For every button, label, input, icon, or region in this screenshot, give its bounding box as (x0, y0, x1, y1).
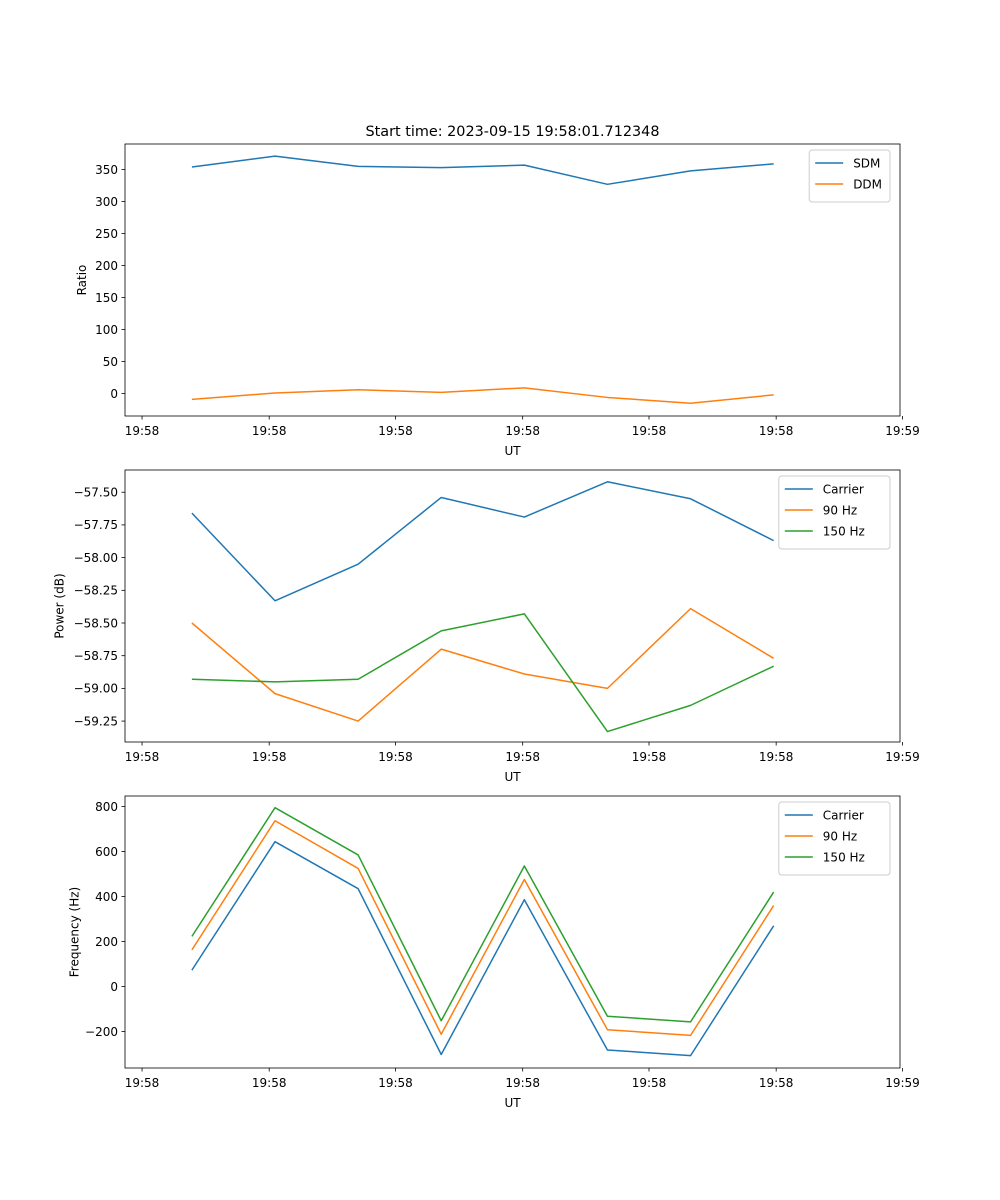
chart-panel-2: 19:58 19:58 19:58 19:58 19:58 19:58 19:59 −59.2… (53, 469, 920, 784)
series-line-90-hz (191, 820, 775, 1037)
x-tick-label: 19:58 (125, 750, 160, 764)
y-tick-label: 350 (95, 163, 118, 177)
x-tick-label: 19:58 (632, 750, 667, 764)
x-tick-label: 19:58 (505, 424, 540, 438)
y-tick-label: −58.25 (74, 584, 118, 598)
y-tick-label: 50 (103, 355, 118, 369)
y-tick-label: −58.00 (74, 551, 118, 565)
y-tick-label: 100 (95, 323, 118, 337)
series-line-90-hz (191, 607, 775, 722)
chart-panel-1: 19:58 19:58 19:58 19:58 19:58 19:58 19:59 0 50 10… (75, 143, 920, 458)
y-axis-label: Power (dB) (53, 573, 67, 638)
y-axis-label: Ratio (75, 265, 89, 296)
y-tick-label: 0 (110, 387, 118, 401)
x-tick-label: 19:58 (505, 750, 540, 764)
series-line-ddm (191, 387, 774, 404)
legend-entry: 90 Hz (823, 830, 857, 844)
legend: Carrier 90 Hz 150 Hz (778, 475, 891, 550)
charts-container: 19:58 19:58 19:58 19:58 19:58 19:58 19:59 0 50 10… (53, 143, 920, 1110)
x-tick-label: 19:59 (885, 1076, 920, 1090)
legend-entry: 90 Hz (823, 504, 857, 518)
series-line-sdm (191, 155, 774, 186)
x-tick-label: 19:59 (885, 750, 920, 764)
axes-frame (124, 795, 901, 1069)
x-tick-label: 19:58 (759, 1076, 794, 1090)
chart-panel-3: 19:58 19:58 19:58 19:58 19:58 19:58 19:59 −200 0… (67, 795, 920, 1110)
x-tick-label: 19:58 (252, 750, 287, 764)
x-tick-label: 19:58 (378, 424, 413, 438)
x-axis-label: UT (504, 770, 521, 784)
y-axis-label: Frequency (Hz) (67, 887, 81, 978)
series-line-carrier (191, 481, 775, 602)
y-tick-label: 200 (95, 935, 118, 949)
y-tick-label: 800 (95, 800, 118, 814)
y-tick-label: −57.50 (74, 486, 118, 500)
x-tick-label: 19:58 (252, 1076, 287, 1090)
x-tick-label: 19:58 (759, 750, 794, 764)
x-tick-label: 19:59 (885, 424, 920, 438)
y-tick-label: 400 (95, 890, 118, 904)
series-line-carrier (191, 840, 775, 1057)
legend-entry: Carrier (823, 809, 864, 823)
x-tick-label: 19:58 (378, 1076, 413, 1090)
legend-entry: Carrier (823, 483, 864, 497)
legend-entry: 150 Hz (823, 525, 865, 539)
x-axis-label: UT (504, 444, 521, 458)
legend: Carrier 90 Hz 150 Hz (778, 801, 891, 876)
y-tick-label: −59.00 (74, 682, 118, 696)
x-tick-label: 19:58 (759, 424, 794, 438)
y-tick-label: −58.75 (74, 649, 118, 663)
y-tick-label: 150 (95, 291, 118, 305)
x-axis-label: UT (504, 1096, 521, 1110)
y-tick-label: 0 (110, 980, 118, 994)
x-tick-label: 19:58 (125, 424, 160, 438)
y-tick-label: −59.25 (74, 714, 118, 728)
x-tick-label: 19:58 (378, 750, 413, 764)
x-tick-label: 19:58 (505, 1076, 540, 1090)
y-tick-label: 250 (95, 227, 118, 241)
x-tick-label: 19:58 (632, 1076, 667, 1090)
y-tick-label: −200 (85, 1025, 118, 1039)
x-tick-label: 19:58 (125, 1076, 160, 1090)
legend-entry: 150 Hz (823, 851, 865, 865)
series-line-150-hz (191, 613, 774, 733)
legend: SDM DDM (808, 149, 891, 203)
legend-entry: SDM (853, 157, 880, 171)
axes-frame (124, 469, 901, 743)
y-tick-label: 600 (95, 845, 118, 859)
y-tick-label: −57.75 (74, 518, 118, 532)
y-tick-label: 300 (95, 195, 118, 209)
series-line-150-hz (191, 806, 775, 1023)
y-tick-label: 200 (95, 259, 118, 273)
x-tick-label: 19:58 (632, 424, 667, 438)
chart-title: Start time: 2023-09-15 19:58:01.712348 (365, 124, 659, 140)
x-tick-label: 19:58 (252, 424, 287, 438)
legend-entry: DDM (853, 178, 882, 192)
axes-frame (124, 143, 901, 417)
y-tick-label: −58.50 (74, 616, 118, 630)
